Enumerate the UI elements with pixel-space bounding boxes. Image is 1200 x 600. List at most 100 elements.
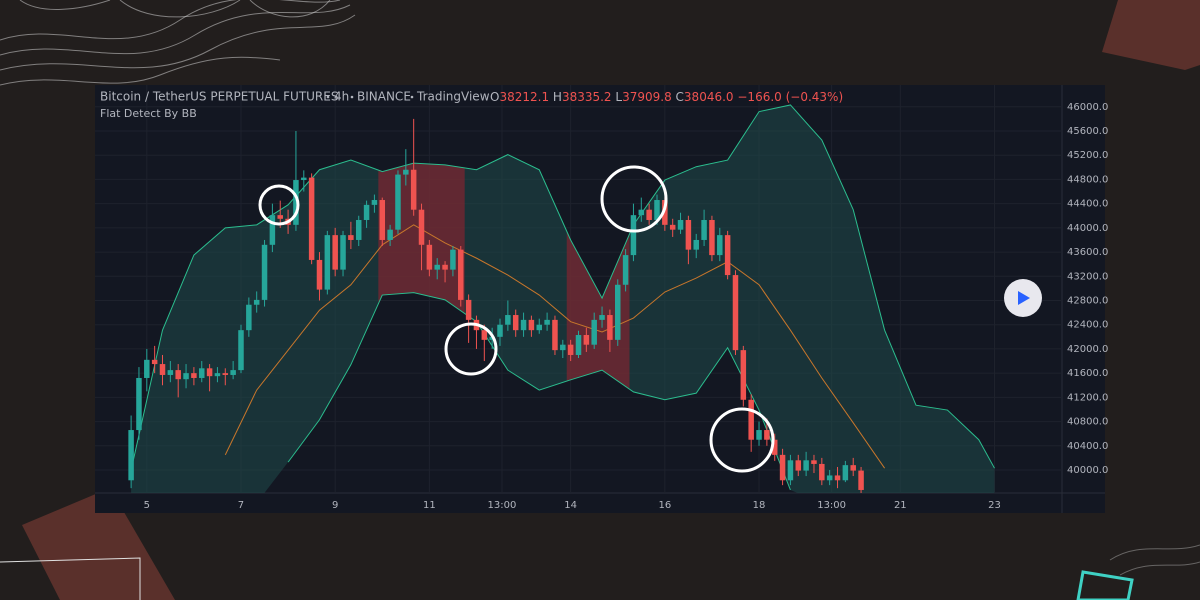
x-tick-label: 21 xyxy=(894,500,907,511)
candle-body xyxy=(246,304,252,331)
candle-body xyxy=(253,299,260,305)
candle-body xyxy=(771,439,778,455)
candle-body xyxy=(167,370,174,375)
ohlc-label: H xyxy=(553,90,562,104)
decoration xyxy=(1102,0,1200,70)
ohlc-label: C xyxy=(676,90,684,104)
interval: 4h xyxy=(334,90,349,104)
y-tick-label: 43200.0 xyxy=(1067,271,1108,282)
candle-body xyxy=(528,319,535,331)
candle-body xyxy=(418,209,425,245)
y-tick-label: 44000.0 xyxy=(1067,223,1108,234)
y-tick-label: 40400.0 xyxy=(1067,441,1108,452)
separator xyxy=(326,95,330,99)
candle-body xyxy=(630,215,637,256)
candle-body xyxy=(458,249,464,300)
decoration xyxy=(1109,544,1200,576)
decoration xyxy=(0,0,356,86)
candle-body xyxy=(536,324,543,331)
y-tick-label: 45600.0 xyxy=(1067,126,1108,137)
y-tick-label: 44400.0 xyxy=(1067,199,1108,210)
candle-body xyxy=(222,373,229,375)
candle-body xyxy=(842,465,849,481)
candle-body xyxy=(442,264,448,270)
candle-body xyxy=(544,319,550,325)
candle-body xyxy=(826,475,833,481)
candle-body xyxy=(269,215,276,245)
separator xyxy=(410,95,414,99)
candle-body xyxy=(450,249,456,270)
candle-body xyxy=(214,373,221,377)
indicator-name: Flat Detect By BB xyxy=(100,107,197,120)
candle-body xyxy=(324,235,331,290)
candle-body xyxy=(669,224,676,230)
y-tick-label: 41200.0 xyxy=(1067,392,1108,403)
candle-body xyxy=(638,209,645,216)
candle-body xyxy=(756,430,762,440)
candle-body xyxy=(685,219,692,250)
candle-body xyxy=(355,219,362,240)
y-tick-label: 46000.0 xyxy=(1067,102,1108,113)
candle-body xyxy=(693,239,699,250)
candle-body xyxy=(379,200,386,240)
candle-body xyxy=(599,315,605,320)
candle-body xyxy=(434,264,440,270)
candle-body xyxy=(198,368,205,378)
candle-body xyxy=(191,373,197,378)
candle-body xyxy=(293,180,299,225)
candle-body xyxy=(395,174,401,230)
candle-body xyxy=(575,335,582,355)
candle-body xyxy=(410,169,417,210)
candle-body xyxy=(512,315,519,331)
candle-body xyxy=(308,177,315,260)
candle-body xyxy=(277,215,283,219)
candle-body xyxy=(426,244,433,270)
candle-body xyxy=(136,377,142,431)
candle-body xyxy=(819,463,825,481)
separator xyxy=(350,95,354,99)
candle-body xyxy=(662,200,668,225)
y-tick-label: 42400.0 xyxy=(1067,320,1108,331)
ohlc: O38212.1 H38335.2 L37909.8 C38046.0 −166… xyxy=(490,90,843,104)
y-tick-label: 43600.0 xyxy=(1067,247,1108,258)
exchange: BINANCE xyxy=(357,90,411,104)
candle-body xyxy=(552,319,558,351)
change: −166.0 (−0.43%) xyxy=(737,90,843,104)
x-tick-label: 13:00 xyxy=(488,500,517,511)
candle-body xyxy=(465,299,472,320)
candle-body xyxy=(701,219,707,240)
candle-body xyxy=(151,359,158,365)
candle-body xyxy=(144,359,150,378)
candle-body xyxy=(622,255,629,285)
candle-body xyxy=(646,209,652,220)
candle-body xyxy=(740,350,747,400)
symbol: Bitcoin / TetherUS PERPETUAL FUTURES xyxy=(100,90,338,104)
candle-body xyxy=(387,229,393,240)
candle-body xyxy=(206,368,213,377)
candle-body xyxy=(803,460,809,471)
x-tick-label: 11 xyxy=(423,500,436,511)
x-tick-label: 16 xyxy=(658,500,671,511)
play-icon[interactable] xyxy=(1018,291,1030,305)
decoration xyxy=(22,488,175,600)
candle-body xyxy=(481,330,488,340)
candle-body xyxy=(348,235,354,240)
middle-band xyxy=(224,224,886,469)
play-button[interactable] xyxy=(1004,279,1042,317)
axes: 40000.0 40400.0 40800.0 41200.0 41600.0 42000… xyxy=(144,102,1109,511)
candle-body xyxy=(301,177,307,181)
y-tick-label: 42000.0 xyxy=(1067,344,1108,355)
candle-body xyxy=(607,315,613,340)
candle-body xyxy=(520,319,527,331)
candle-body xyxy=(764,430,770,440)
highlight-circle xyxy=(600,165,668,233)
ohlc-label: L xyxy=(615,90,622,104)
ohlc-label: O xyxy=(490,90,499,104)
highlight-circle xyxy=(709,407,775,473)
decoration xyxy=(0,557,141,600)
candle-body xyxy=(238,330,244,371)
candle-body xyxy=(717,235,723,256)
highlight-circle xyxy=(258,184,300,226)
